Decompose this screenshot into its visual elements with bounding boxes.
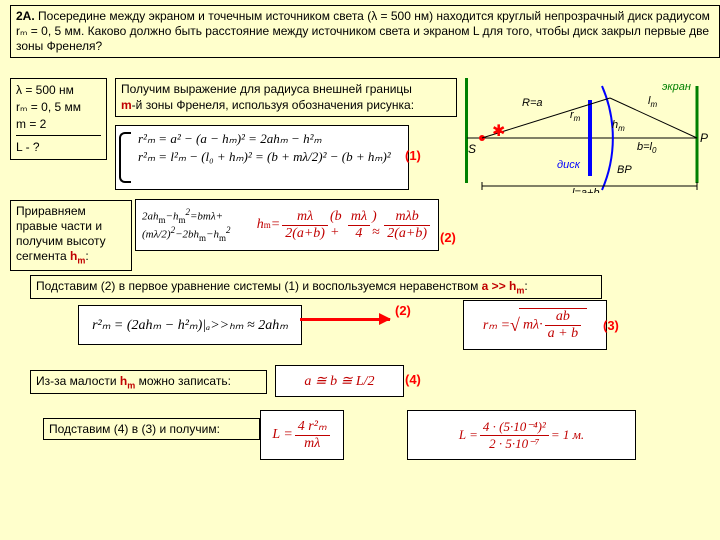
- given-lambda: λ = 500 нм: [16, 82, 101, 99]
- formula-3b: rₘ =√mλ·aba + b: [463, 300, 607, 350]
- problem-num: 2А.: [16, 9, 35, 23]
- text-2: Приравняем правые части и получим высоту…: [10, 200, 132, 271]
- given-r: rₘ = 0, 5 мм: [16, 99, 101, 116]
- arrow-icon: [300, 318, 390, 321]
- f3bn: ab: [545, 309, 581, 326]
- d-hm: hm: [612, 119, 625, 133]
- f2d2: 4: [348, 226, 370, 242]
- f2n3: mλb: [384, 209, 430, 226]
- d-lm: lm: [648, 95, 657, 109]
- f2d3: 2(a+b): [384, 226, 430, 242]
- given-block: λ = 500 нм rₘ = 0, 5 мм m = 2 L - ?: [10, 78, 107, 160]
- t2-txt: Приравняем правые части и получим высоту…: [16, 204, 106, 263]
- t1-l2: -й зоны Френеля, используя обозначения р…: [132, 98, 414, 112]
- f6res: = 1 м.: [551, 427, 584, 443]
- f3b-lhs: rₘ =: [483, 317, 510, 334]
- f3bd: a + b: [545, 326, 581, 342]
- label-2: (2): [440, 230, 456, 245]
- t4-txt: Из-за малости hm можно записать:: [36, 374, 231, 388]
- f2n2: mλ: [348, 209, 370, 226]
- text-5: Подставим (4) в (3) и получим:: [43, 418, 260, 440]
- problem-text: Посередине между экраном и точечным исто…: [16, 9, 710, 53]
- t1-m: m: [121, 98, 132, 112]
- text-3: Подставим (2) в первое уравнение системы…: [30, 275, 602, 299]
- formula-4: a ≅ b ≅ L/2: [275, 365, 404, 397]
- star-icon: ✱: [492, 123, 505, 140]
- label-2b: (2): [395, 303, 411, 318]
- f5lhs: L =: [272, 427, 292, 443]
- formula-2: 2ahm−hm2=bmλ+(mλ/2)2−2bhm−hm2 hm=mλ2(a+b…: [135, 199, 439, 251]
- f6n: 4 · (5·10⁻⁴)²: [480, 419, 549, 436]
- f6lhs: L =: [459, 427, 478, 443]
- formula-6: L =4 · (5·10⁻⁴)²2 · 5·10⁻⁷= 1 м.: [407, 410, 636, 460]
- d-ekran: экран: [662, 81, 691, 93]
- d-b: b=l0: [637, 141, 657, 155]
- fresnel-diagram: экран S P диск R=a rm lm hm b=l0 BP l=a+…: [462, 78, 712, 193]
- given-m: m = 2: [16, 116, 101, 133]
- f2n1: mλ: [282, 209, 328, 226]
- t3-txt: Подставим (2) в первое уравнение системы…: [36, 279, 528, 293]
- text-1: Получим выражение для радиуса внешней гр…: [115, 78, 457, 117]
- label-1: (1): [405, 148, 421, 163]
- label-3: (3): [603, 318, 619, 333]
- f2mid: (b +: [330, 209, 346, 241]
- formula-5: L =4 r²ₘmλ: [260, 410, 344, 460]
- text-4: Из-за малости hm можно записать:: [30, 370, 267, 394]
- label-4: (4): [405, 372, 421, 387]
- d-P: P: [700, 131, 708, 145]
- system-1: r²ₘ = a² − (a − hₘ)² = 2ahₘ − h²ₘ r²ₘ = …: [115, 125, 409, 190]
- f2end: ) ≈: [372, 209, 382, 241]
- sys-r1: r²ₘ = a² − (a − hₘ)² = 2ahₘ − h²ₘ: [138, 130, 402, 148]
- f2d1: 2(a+b): [282, 226, 328, 242]
- d-lab: l=a+b: [572, 187, 600, 193]
- problem-statement: 2А. Посередине между экраном и точечным …: [10, 5, 720, 58]
- given-q: L - ?: [16, 139, 101, 156]
- d-rm: rm: [570, 109, 581, 123]
- f5d: mλ: [295, 436, 330, 452]
- t1-l1: Получим выражение для радиуса внешней гр…: [121, 82, 412, 96]
- d-S: S: [468, 142, 476, 156]
- f6d: 2 · 5·10⁻⁷: [480, 436, 549, 452]
- d-disk: диск: [557, 159, 581, 171]
- sys-r2: r²ₘ = l²ₘ − (l₀ + hₘ)² = (b + mλ/2)² − (…: [138, 148, 402, 166]
- f5n: 4 r²ₘ: [295, 418, 330, 436]
- f3b-pre: mλ·: [523, 318, 543, 333]
- formula-3: r²ₘ = (2ahₘ − h²ₘ)|ₐ>>ₕₘ ≈ 2ahₘ: [78, 305, 302, 345]
- d-Ra: R=a: [522, 97, 543, 109]
- d-BP: BP: [617, 164, 632, 176]
